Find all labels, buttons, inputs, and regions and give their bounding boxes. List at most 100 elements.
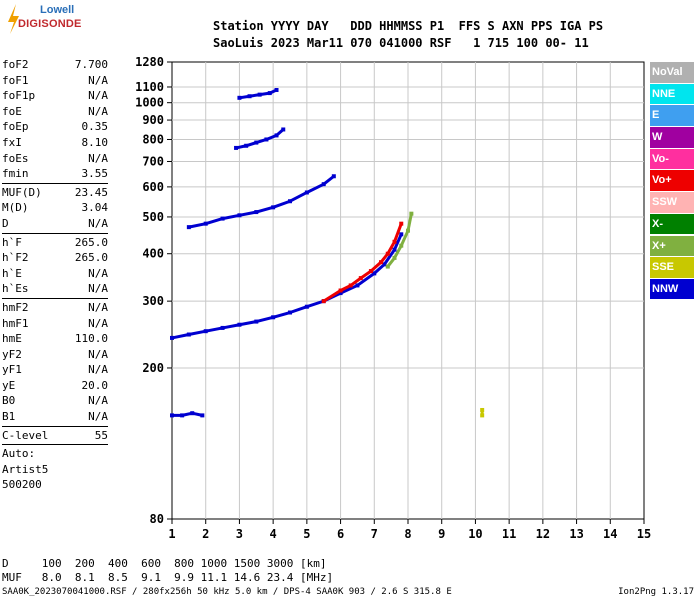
y-tick-label: 1000 [135,96,164,110]
trace-segment [322,289,342,303]
autoscaling-info: Auto: Artist5 500200 [2,446,108,493]
legend-item-x: X+ [650,235,694,256]
param-row: B1 N/A [2,409,108,425]
x-tick-label: 15 [637,527,651,541]
y-tick-label: 400 [142,247,164,261]
trace-segment [272,199,291,209]
param-name: B0 [2,394,16,408]
logo-digisonde: DIGISONDE [18,18,82,30]
param-value: 110.0 [74,332,108,346]
legend-item-ssw: SSW [650,192,694,213]
param-name: M(D) [2,201,29,215]
param-row: foEp 0.35 [2,119,108,135]
x-tick-label: 5 [303,527,310,541]
param-row: D N/A [2,216,108,232]
param-name: fmin [2,167,29,181]
param-value: N/A [88,300,108,314]
param-value: N/A [88,266,108,280]
param-row: foF1 N/A [2,73,108,89]
legend-item-vo: Vo+ [650,170,694,191]
station-header: Station YYYY DAY DDD HHMMSS P1 FFS S AXN… [213,18,603,52]
muf-row: MUF 8.0 8.1 8.5 9.1 9.9 11.1 14.6 23.4 [… [2,571,334,584]
param-group-profile: hmF2 N/A hmF1 N/A hmE 110.0 yF2 N/A yF1 N/A yE 20.0… [2,300,108,425]
y-tick-label: 200 [142,361,164,375]
param-name: foEs [2,151,29,165]
data-point [200,413,205,418]
x-tick-label: 2 [202,527,209,541]
y-axis-ticks: 80 200 300 400 500 600 700 800 900 1000 1100 1280 [135,55,172,526]
trace-e-echo [170,411,205,418]
legend-item-w: W [650,127,694,148]
trace-segment [188,222,207,229]
param-name: h`F [2,235,22,249]
data-point [281,127,286,132]
divider [2,232,108,234]
trace-segment [393,223,403,243]
trace-segment [393,244,403,259]
trace-4th-hop [237,88,279,100]
param-row: foE N/A [2,104,108,120]
trace-segment [289,191,308,203]
param-name: yF2 [2,347,22,361]
trace-segment [393,233,403,251]
y-tick-label: 80 [150,512,164,526]
param-value: N/A [88,216,108,230]
param-row: fxI 8.10 [2,135,108,151]
x-tick-label: 14 [603,527,617,541]
param-row: h`Es N/A [2,281,108,297]
legend-item-e: E [650,105,694,126]
logo-lowell: Lowell [40,4,75,16]
trace-segment [306,182,325,194]
file-info: SAA0K_2023070041000.RSF / 280fx256h 50 k… [2,587,452,597]
param-row: h`F 265.0 [2,235,108,251]
y-tick-label: 800 [142,132,164,146]
param-row: yE 20.0 [2,378,108,394]
param-row: yF2 N/A [2,347,108,363]
param-value: 265.0 [74,251,108,265]
param-name: h`E [2,266,22,280]
trace-segment [306,299,325,309]
param-name: h`Es [2,282,29,296]
param-value: N/A [88,151,108,165]
param-value: N/A [88,89,108,103]
param-group-critical-freqs: foF2 7.700 foF1 N/A foF1p N/A foE N/A foEp 0.35 fx… [2,57,108,182]
x-tick-label: 10 [468,527,482,541]
divider [2,425,108,427]
trace-2nd-hop [186,174,336,230]
x-tick-label: 3 [236,527,243,541]
param-row: M(D) 3.04 [2,200,108,216]
param-value: N/A [88,316,108,330]
x-tick-label: 7 [371,527,378,541]
param-name: fxI [2,135,22,149]
trace-segment [239,320,257,327]
ionogram-traces [170,88,485,418]
trace-segment [239,210,257,217]
param-name: foF1 [2,73,29,87]
legend-item-x: X- [650,213,694,235]
param-row: hmF2 N/A [2,300,108,316]
distance-row: D 100 200 400 600 800 1000 1500 3000 [km… [2,557,327,570]
param-name: foF1p [2,89,36,103]
polarization-legend: NoVal NNE E W Vo- Vo+ SSW X- X+ SSE NNW [650,62,694,301]
trace-segment [272,311,291,319]
param-value: 23.45 [74,185,108,199]
param-name: foE [2,104,22,118]
trace-x-trace [385,211,414,269]
param-name: hmE [2,332,22,346]
y-tick-label: 500 [142,210,164,224]
trace-segment [255,205,274,214]
y-tick-label: 700 [142,154,164,168]
header-values: SaoLuis 2023 Mar11 070 041000 RSF 1 715 … [213,36,589,50]
legend-item-vo: Vo- [650,148,694,170]
param-row: MUF(D) 23.45 [2,185,108,201]
x-tick-label: 11 [502,527,516,541]
param-group-muf: MUF(D) 23.45 M(D) 3.04 D N/A [2,185,108,232]
trace-segment [339,284,359,295]
param-name: foEp [2,120,29,134]
logo-mark [8,4,19,34]
data-point [254,210,259,215]
legend-item-nnw: NNW [650,278,694,300]
param-row: h`E N/A [2,266,108,282]
software-version: Ion2Png 1.3.17 [618,587,694,597]
